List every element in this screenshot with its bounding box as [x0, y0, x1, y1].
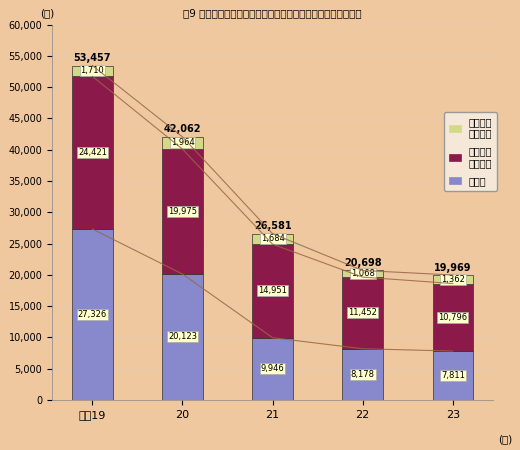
Bar	[72, 229, 113, 400]
Text: 42,062: 42,062	[164, 124, 201, 135]
Text: 1,710: 1,710	[81, 67, 104, 76]
Text: 10,796: 10,796	[438, 313, 467, 322]
Text: 11,452: 11,452	[348, 308, 377, 317]
Bar	[433, 351, 473, 400]
Text: 9,946: 9,946	[261, 364, 284, 373]
Bar	[342, 349, 383, 400]
Bar	[252, 338, 293, 400]
Text: (人): (人)	[40, 9, 55, 18]
Bar	[252, 244, 293, 338]
Text: 19,969: 19,969	[434, 262, 472, 273]
Text: 8,178: 8,178	[350, 370, 375, 379]
Text: 14,951: 14,951	[258, 287, 287, 296]
Text: 19,975: 19,975	[168, 207, 197, 216]
Bar	[162, 137, 203, 149]
Text: 26,581: 26,581	[254, 221, 291, 231]
Text: 20,123: 20,123	[168, 333, 197, 342]
Text: 7,811: 7,811	[441, 371, 465, 380]
Bar	[433, 275, 473, 284]
Text: 24,421: 24,421	[78, 148, 107, 157]
Text: 20,698: 20,698	[344, 258, 382, 268]
Text: (年): (年)	[498, 434, 512, 444]
Bar	[433, 284, 473, 351]
Legend: 永住者の
配偶者等, 日本人の
配偶者等, 定住者: 永住者の 配偶者等, 日本人の 配偶者等, 定住者	[445, 112, 497, 190]
Text: 53,457: 53,457	[74, 53, 111, 63]
Bar	[162, 149, 203, 274]
Bar	[72, 76, 113, 229]
Bar	[162, 274, 203, 400]
Text: 1,362: 1,362	[441, 275, 465, 284]
Title: 図9 身分又は地位に基づく在留資格による新規入国者数の推移: 図9 身分又は地位に基づく在留資格による新規入国者数の推移	[183, 9, 362, 18]
Bar	[342, 277, 383, 349]
Bar	[72, 66, 113, 77]
Text: 27,326: 27,326	[78, 310, 107, 319]
Text: 1,964: 1,964	[171, 139, 194, 148]
Bar	[342, 270, 383, 277]
Text: 1,068: 1,068	[350, 269, 374, 278]
Text: 1,684: 1,684	[261, 234, 284, 243]
Bar	[252, 234, 293, 244]
